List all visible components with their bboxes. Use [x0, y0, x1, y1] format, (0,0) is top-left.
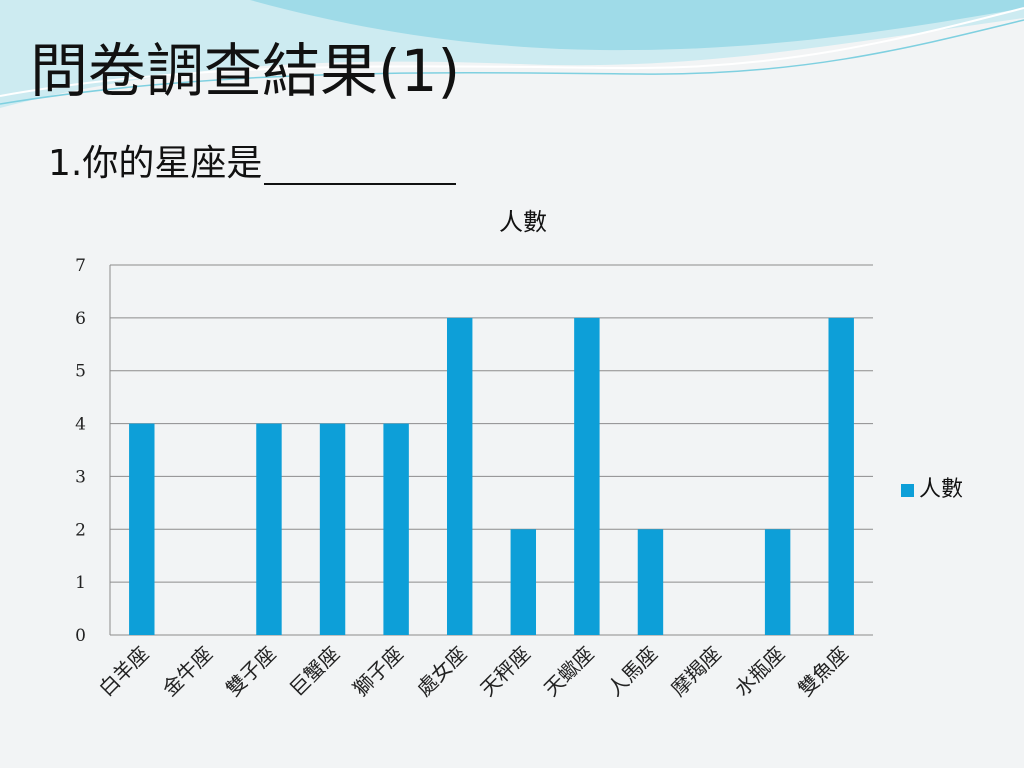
- x-category-label: 處女座: [412, 642, 471, 701]
- bar-巨蟹座: [319, 423, 346, 635]
- question-prompt: 1.你的星座是: [48, 142, 457, 186]
- bar-白羊座: [129, 423, 155, 635]
- y-tick-label: 3: [75, 467, 86, 487]
- y-tick-label: 2: [75, 520, 86, 540]
- x-category-label: 摩羯座: [666, 642, 725, 701]
- bars: [129, 317, 854, 635]
- x-axis-labels: 白羊座 金牛座 雙子座 巨蟹座 獅子座 處女座 天秤座 天蠍座 人馬座 摩羯座 水瓶座 雙魚座: [94, 642, 853, 701]
- slide-title: 問卷調查結果(1): [30, 37, 461, 105]
- y-tick-label: 7: [75, 256, 86, 276]
- answer-blank-line: [264, 147, 457, 186]
- bar-獅子座: [383, 423, 409, 635]
- x-category-label: 雙魚座: [793, 642, 852, 701]
- question-text: 你的星座是: [82, 143, 263, 184]
- y-tick-label: 5: [75, 362, 86, 382]
- x-category-label: 人馬座: [603, 642, 662, 701]
- legend: 人數: [901, 477, 963, 502]
- x-category-label: 獅子座: [348, 642, 407, 701]
- bar-天蠍座: [574, 317, 600, 635]
- bar-人馬座: [637, 529, 664, 635]
- x-category-label: 白羊座: [94, 642, 153, 701]
- x-category-label: 天蠍座: [539, 642, 598, 701]
- legend-swatch: [901, 484, 914, 497]
- legend-label: 人數: [919, 477, 963, 502]
- bar-雙魚座: [828, 317, 854, 635]
- chart-title: 人數: [499, 208, 547, 236]
- header-wave-decoration: [0, 0, 1024, 108]
- y-tick-label: 0: [75, 626, 86, 646]
- gridlines: [109, 264, 873, 636]
- x-category-label: 巨蟹座: [285, 642, 344, 701]
- y-tick-label: 6: [75, 309, 86, 329]
- y-tick-label: 1: [75, 573, 86, 593]
- y-tick-label: 4: [75, 415, 86, 435]
- x-category-label: 金牛座: [158, 642, 217, 701]
- bar-處女座: [446, 317, 473, 635]
- bar-水瓶座: [764, 529, 791, 635]
- x-category-label: 水瓶座: [730, 642, 789, 701]
- x-category-label: 天秤座: [475, 642, 534, 701]
- bar-雙子座: [256, 423, 282, 635]
- x-category-label: 雙子座: [221, 642, 280, 701]
- y-axis-ticks: 0 1 2 3 4 5 6 7: [75, 256, 86, 646]
- question-number: 1.: [48, 143, 83, 184]
- bar-天秤座: [510, 529, 537, 635]
